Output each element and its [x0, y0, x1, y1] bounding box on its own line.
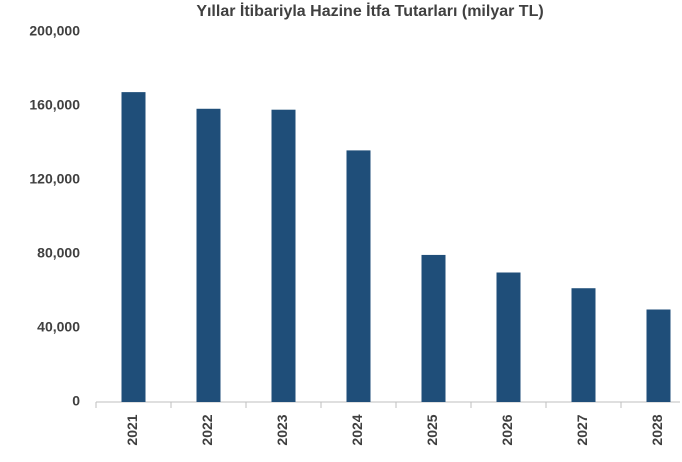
x-tick-label: 2025: [424, 414, 440, 445]
x-tick-label: 2024: [349, 414, 365, 445]
x-tick-label: 2022: [199, 414, 215, 445]
bar: [496, 272, 521, 402]
y-tick-label: 40,000: [37, 319, 80, 335]
y-tick-label: 0: [72, 393, 80, 409]
bar: [421, 254, 446, 402]
bar: [646, 309, 671, 402]
x-tick-label: 2027: [574, 414, 590, 445]
bar: [346, 150, 371, 402]
bar: [571, 288, 596, 402]
x-tick-label: 2028: [649, 414, 665, 445]
bar: [271, 109, 296, 402]
y-tick-label: 160,000: [29, 97, 80, 113]
y-tick-label: 120,000: [29, 171, 80, 187]
chart-title: Yıllar İtibariyla Hazine İtfa Tutarları …: [196, 2, 543, 20]
bar: [196, 108, 221, 403]
bar: [121, 92, 146, 402]
x-tick-label: 2021: [124, 414, 140, 445]
y-tick-label: 80,000: [37, 245, 80, 261]
x-tick-label: 2023: [274, 414, 290, 445]
x-tick-label: 2026: [499, 414, 515, 445]
y-tick-label: 200,000: [29, 23, 80, 39]
